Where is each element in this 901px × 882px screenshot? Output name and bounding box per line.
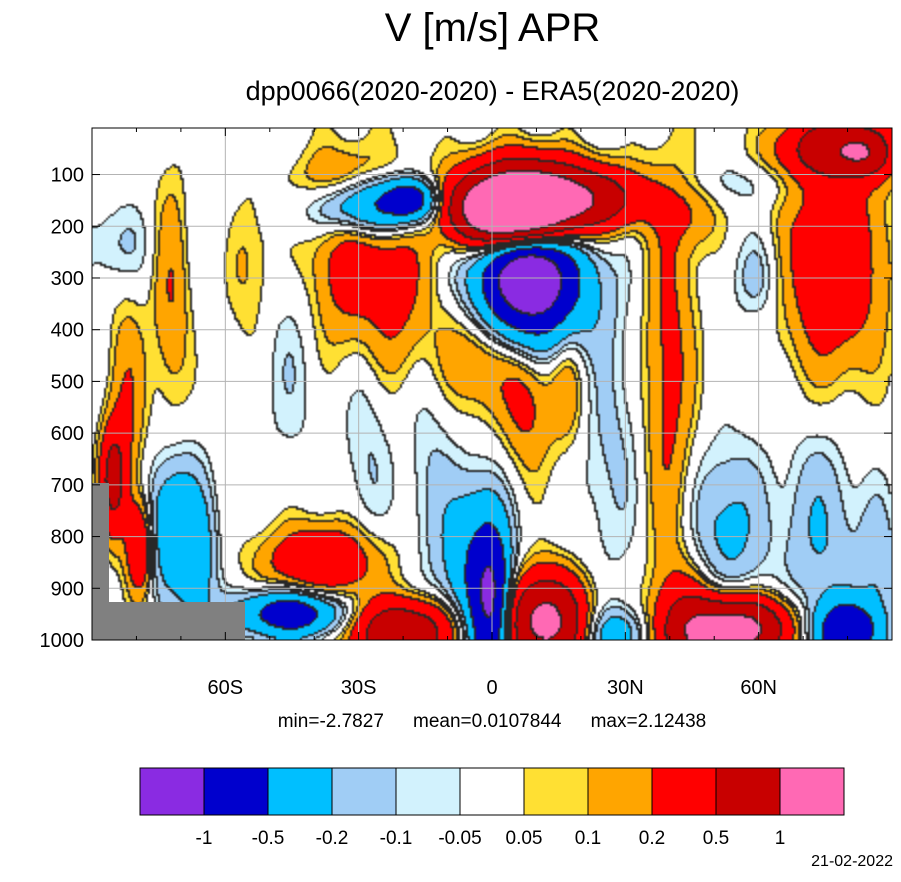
colorbar-swatch [395,767,461,816]
missing-region-surface [92,602,245,640]
x-tick-label: 30N [607,677,644,699]
colorbar-label: 1 [775,828,786,849]
missing-data-mask [92,483,245,640]
y-axis: 100 200 300 400 500 600 700 800 900 1000 [40,165,85,652]
y-tick-label: 1000 [40,630,85,652]
colorbar-label: 0.2 [639,828,665,849]
x-tick-label: 60N [740,677,777,699]
colorbar-swatch [267,767,333,816]
x-axis: 60S 30S 0 30N 60N [208,677,777,699]
colorbar: -1 -0.5 -0.2 -0.1 -0.05 0.05 0.1 0.2 0.5 1 [139,767,845,849]
colorbar-label: -0.1 [380,828,413,849]
y-tick-label: 200 [51,216,84,238]
colorbar-swatch [651,767,717,816]
colorbar-swatch [715,767,781,816]
y-tick-label: 900 [51,578,84,600]
y-tick-label: 400 [51,320,84,342]
y-tick-label: 300 [51,268,84,290]
colorbar-swatch [459,767,525,816]
x-tick-label: 0 [486,677,497,699]
tick-marks [92,128,892,641]
plot-area [91,127,893,641]
stat-max: max=2.12438 [590,711,707,732]
x-tick-label: 30S [341,677,377,699]
stats-line: min=-2.7827 mean=0.0107844 max=2.12438 [92,710,892,734]
stat-mean: mean=0.0107844 [413,711,562,732]
date-stamp: 21-02-2022 [811,853,893,870]
grid-lines [92,128,892,641]
missing-region-column [92,483,109,640]
colorbar-label: -0.05 [438,828,481,849]
colorbar-swatch [331,767,397,816]
colorbar-label: -1 [196,828,213,849]
colorbar-swatch [139,767,205,816]
colorbar-swatch [523,767,589,816]
y-tick-label: 600 [51,423,84,445]
colorbar-label: -0.2 [316,828,349,849]
colorbar-label: 0.5 [703,828,729,849]
y-tick-label: 700 [51,475,84,497]
x-tick-label: 60S [208,677,244,699]
y-tick-label: 100 [51,165,84,187]
main-title: V [m/s] APR [384,6,601,50]
plot-subtitle: dpp0066(2020-2020) - ERA5(2020-2020) [245,76,740,106]
colorbar-swatch [587,767,653,816]
colorbar-swatch [203,767,269,816]
colorbar-label: -0.5 [252,828,285,849]
colorbar-label: 0.05 [506,828,543,849]
stat-min: min=-2.7827 [277,711,384,732]
colorbar-label: 0.1 [575,828,601,849]
y-tick-label: 500 [51,371,84,393]
colorbar-swatch [779,767,845,816]
y-tick-label: 800 [51,527,84,549]
